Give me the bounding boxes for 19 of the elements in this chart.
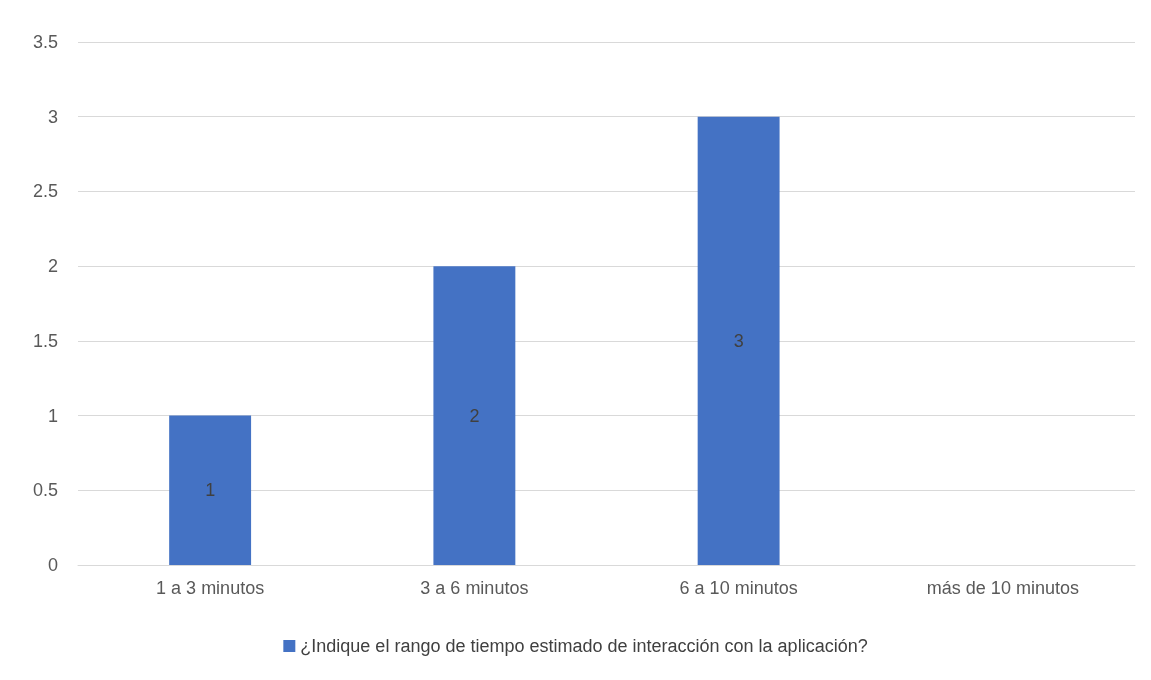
y-tick-label: 2 (47, 256, 58, 277)
bar (697, 116, 780, 565)
y-tick-label: 3 (47, 106, 58, 127)
bar (169, 415, 252, 565)
legend-label: ¿Indique el rango de tiempo estimado de interacción con la aplicación? (300, 636, 868, 656)
data-label: 1 (205, 480, 216, 501)
x-tick-label: 6 a 10 minutos (679, 578, 798, 598)
y-tick-label: 0.5 (32, 480, 58, 501)
x-tick-label: 3 a 6 minutos (420, 578, 529, 598)
y-tick-label: 0 (47, 555, 58, 575)
y-tick-label: 1.5 (32, 330, 58, 351)
x-tick-label: 1 a 3 minutos (156, 578, 265, 598)
x-tick-label: más de 10 minutos (926, 578, 1079, 598)
y-tick-label: 2.5 (32, 181, 58, 202)
y-tick-label: 3.5 (32, 32, 58, 52)
y-tick-label: 1 (47, 405, 58, 426)
data-label: 2 (469, 405, 480, 426)
data-label: 3 (733, 330, 744, 351)
bar (433, 266, 516, 565)
